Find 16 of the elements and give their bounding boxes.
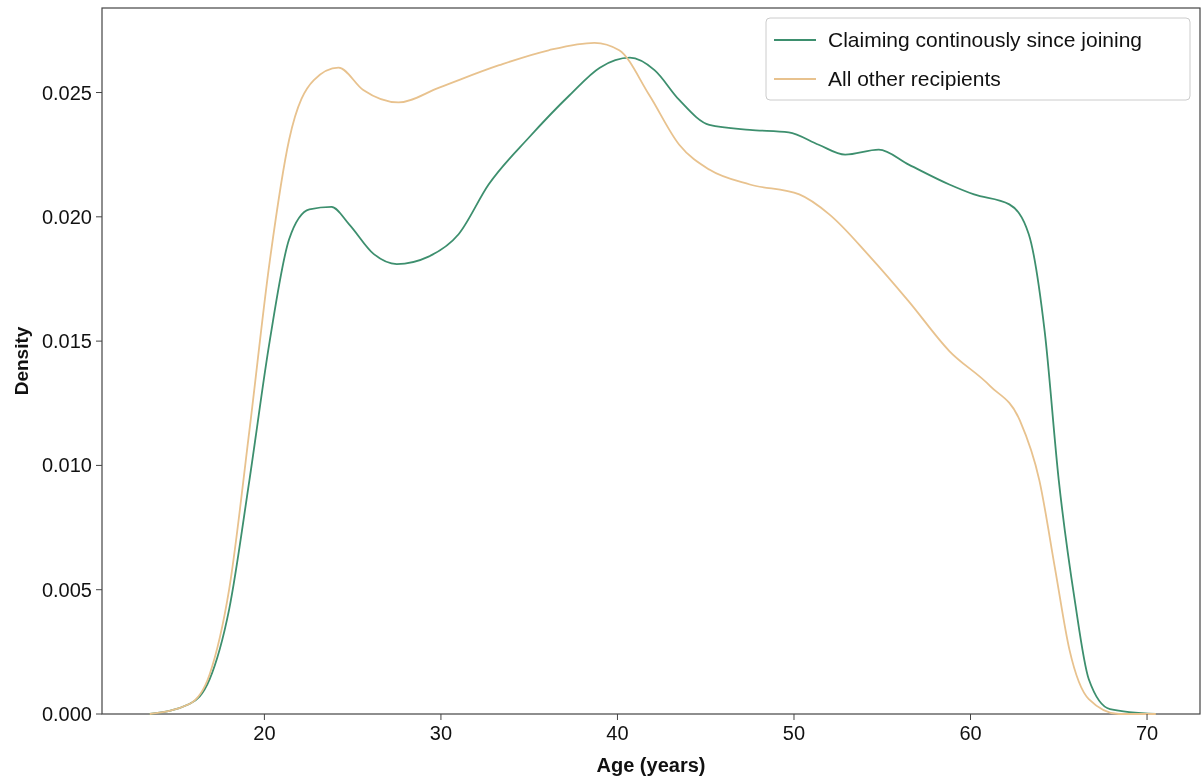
- y-tick-label: 0.015: [41, 330, 92, 353]
- x-tick-label: 70: [1135, 722, 1159, 744]
- x-axis-title: Age (years): [596, 754, 706, 776]
- y-tick-label: 0.000: [41, 703, 92, 725]
- y-tick-label: 0.005: [41, 578, 92, 601]
- x-tick-label: 20: [253, 722, 276, 744]
- x-tick-label: 30: [429, 722, 453, 744]
- x-tick-label: 40: [606, 722, 629, 744]
- legend-label: Claiming continously since joining: [828, 28, 1142, 51]
- y-tick-label: 0.020: [41, 205, 92, 228]
- y-tick-label: 0.010: [41, 454, 92, 477]
- y-axis-title: Density: [11, 326, 32, 396]
- x-tick-label: 60: [959, 722, 982, 744]
- y-tick-label: 0.025: [41, 81, 92, 104]
- x-tick-label: 50: [782, 722, 806, 744]
- legend-label: All other recipients: [828, 67, 1001, 90]
